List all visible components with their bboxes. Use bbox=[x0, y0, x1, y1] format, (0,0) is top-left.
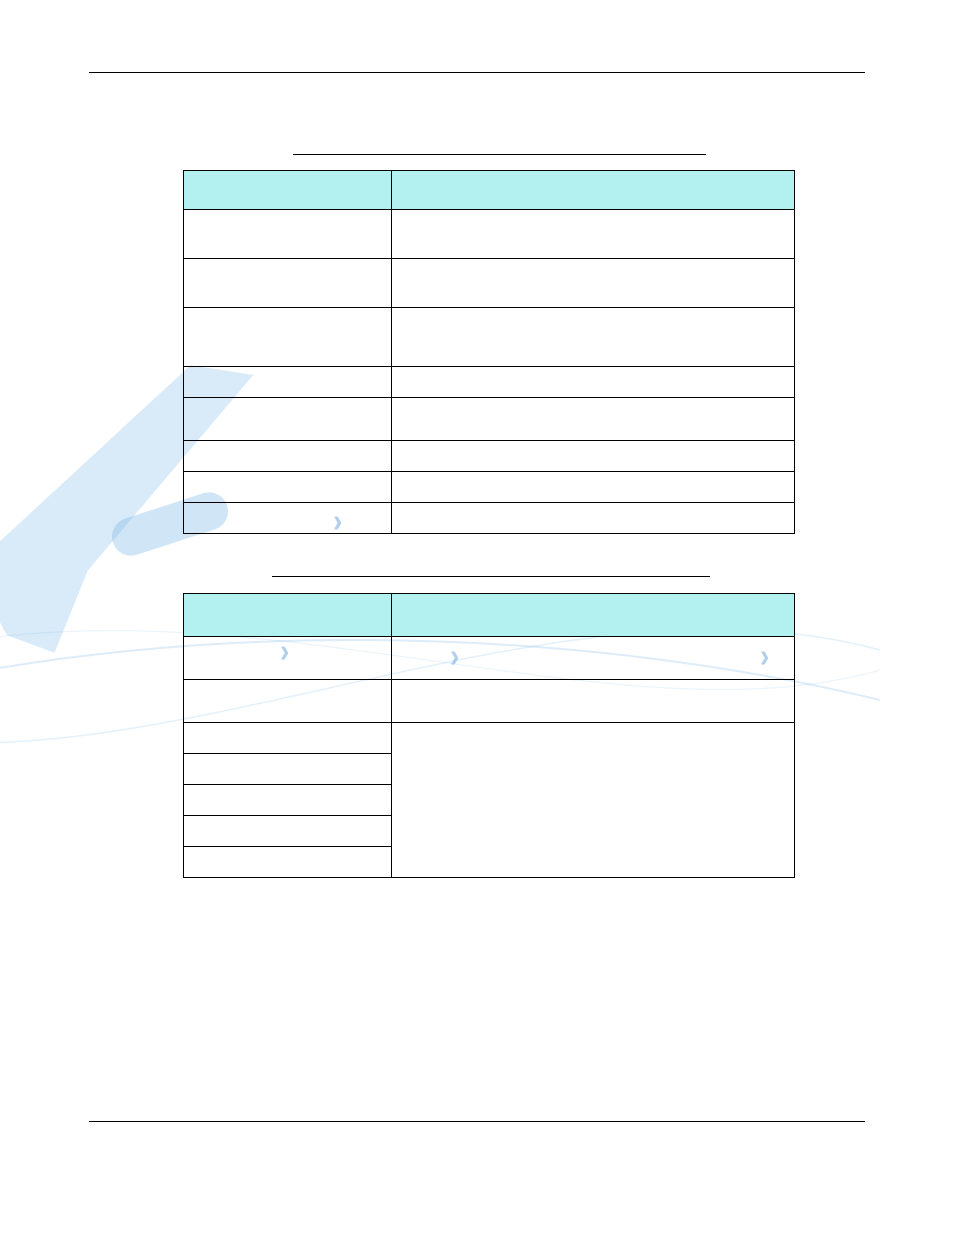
table-1 bbox=[183, 170, 795, 534]
bottom-divider bbox=[89, 1121, 865, 1122]
table-row bbox=[184, 723, 795, 754]
table-row bbox=[184, 308, 795, 367]
table-row bbox=[184, 259, 795, 308]
table-header-cell bbox=[184, 594, 392, 637]
table-header-cell bbox=[391, 594, 794, 637]
table-row bbox=[184, 367, 795, 398]
table-header-row bbox=[184, 171, 795, 210]
table-row bbox=[184, 210, 795, 259]
table-row bbox=[184, 398, 795, 441]
table-header-cell bbox=[184, 171, 392, 210]
table-row bbox=[184, 637, 795, 680]
table-header-row bbox=[184, 594, 795, 637]
page: › › › › bbox=[0, 0, 954, 1235]
table-header-cell bbox=[391, 171, 794, 210]
table-2 bbox=[183, 593, 795, 878]
table1-caption-rule bbox=[293, 154, 706, 155]
table-row bbox=[184, 680, 795, 723]
table-row bbox=[184, 441, 795, 472]
table2-caption-rule bbox=[272, 576, 710, 577]
table-row bbox=[184, 503, 795, 534]
table-row bbox=[184, 472, 795, 503]
top-divider bbox=[89, 72, 865, 73]
